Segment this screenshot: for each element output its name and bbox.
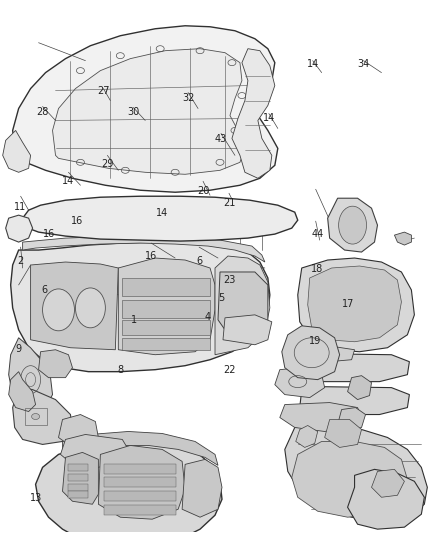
Text: 44: 44 bbox=[311, 229, 323, 239]
Text: 14: 14 bbox=[156, 208, 168, 219]
Text: 22: 22 bbox=[224, 365, 236, 375]
Polygon shape bbox=[371, 470, 404, 497]
Polygon shape bbox=[285, 425, 427, 521]
Polygon shape bbox=[63, 453, 99, 504]
Polygon shape bbox=[218, 272, 268, 340]
Polygon shape bbox=[31, 262, 118, 350]
Text: 14: 14 bbox=[307, 59, 319, 69]
Bar bbox=[104, 505, 176, 515]
Text: 9: 9 bbox=[15, 344, 21, 354]
Text: 13: 13 bbox=[29, 492, 42, 503]
Polygon shape bbox=[182, 459, 222, 517]
Polygon shape bbox=[300, 386, 410, 415]
Polygon shape bbox=[23, 236, 265, 262]
Polygon shape bbox=[232, 49, 275, 178]
Ellipse shape bbox=[339, 206, 367, 244]
Polygon shape bbox=[215, 256, 270, 355]
Bar bbox=[68, 474, 88, 481]
Polygon shape bbox=[11, 242, 270, 372]
Bar bbox=[122, 300, 210, 318]
Text: 29: 29 bbox=[102, 159, 114, 169]
Polygon shape bbox=[223, 315, 272, 345]
Polygon shape bbox=[13, 26, 278, 192]
Polygon shape bbox=[99, 446, 185, 519]
Polygon shape bbox=[53, 49, 245, 174]
Polygon shape bbox=[6, 215, 32, 242]
Bar bbox=[68, 484, 88, 491]
Text: 2: 2 bbox=[17, 256, 24, 266]
Polygon shape bbox=[39, 350, 72, 378]
Bar bbox=[122, 278, 210, 296]
Polygon shape bbox=[9, 338, 53, 411]
Polygon shape bbox=[348, 470, 424, 529]
Bar bbox=[104, 491, 176, 501]
Polygon shape bbox=[296, 425, 318, 447]
Polygon shape bbox=[13, 387, 72, 445]
Bar bbox=[68, 464, 88, 471]
Polygon shape bbox=[35, 441, 222, 533]
Polygon shape bbox=[60, 434, 128, 467]
Polygon shape bbox=[59, 415, 99, 447]
Polygon shape bbox=[3, 131, 31, 172]
Bar bbox=[25, 408, 46, 425]
Text: 6: 6 bbox=[196, 256, 202, 266]
Ellipse shape bbox=[75, 288, 106, 328]
Polygon shape bbox=[328, 198, 378, 252]
Text: 6: 6 bbox=[41, 285, 47, 295]
Polygon shape bbox=[9, 372, 35, 411]
Polygon shape bbox=[395, 232, 411, 245]
Ellipse shape bbox=[42, 289, 74, 331]
Text: 11: 11 bbox=[14, 202, 26, 212]
Text: 20: 20 bbox=[198, 186, 210, 196]
Polygon shape bbox=[338, 408, 366, 432]
Text: 17: 17 bbox=[342, 298, 354, 309]
Ellipse shape bbox=[32, 414, 39, 419]
Polygon shape bbox=[63, 432, 218, 465]
Bar bbox=[122, 320, 210, 335]
Text: 14: 14 bbox=[62, 176, 74, 187]
Text: 14: 14 bbox=[263, 113, 276, 123]
Bar bbox=[104, 478, 176, 487]
Bar bbox=[68, 491, 88, 498]
Polygon shape bbox=[282, 326, 339, 379]
Polygon shape bbox=[325, 419, 361, 447]
Text: 32: 32 bbox=[182, 93, 194, 102]
Text: 27: 27 bbox=[97, 86, 110, 96]
Text: 23: 23 bbox=[224, 275, 236, 285]
Polygon shape bbox=[308, 266, 401, 342]
Polygon shape bbox=[19, 196, 298, 241]
Text: 8: 8 bbox=[118, 365, 124, 375]
Text: 43: 43 bbox=[215, 134, 227, 144]
Polygon shape bbox=[275, 368, 325, 398]
Text: 19: 19 bbox=[309, 336, 321, 346]
Text: 1: 1 bbox=[131, 314, 137, 325]
Text: 16: 16 bbox=[42, 229, 55, 239]
Text: 28: 28 bbox=[36, 108, 48, 117]
Text: 30: 30 bbox=[128, 108, 140, 117]
Polygon shape bbox=[292, 441, 407, 517]
Text: 34: 34 bbox=[357, 59, 369, 69]
Polygon shape bbox=[288, 345, 355, 362]
Text: 18: 18 bbox=[311, 264, 323, 274]
Bar bbox=[104, 464, 176, 474]
Text: 4: 4 bbox=[205, 312, 211, 322]
Polygon shape bbox=[118, 258, 215, 355]
Text: 16: 16 bbox=[71, 216, 83, 227]
Text: 5: 5 bbox=[218, 293, 224, 303]
Polygon shape bbox=[300, 354, 410, 382]
Polygon shape bbox=[280, 402, 361, 432]
Bar bbox=[122, 338, 210, 350]
Polygon shape bbox=[298, 258, 414, 352]
Text: 16: 16 bbox=[145, 251, 157, 261]
Text: 21: 21 bbox=[224, 198, 236, 208]
Polygon shape bbox=[348, 376, 371, 400]
